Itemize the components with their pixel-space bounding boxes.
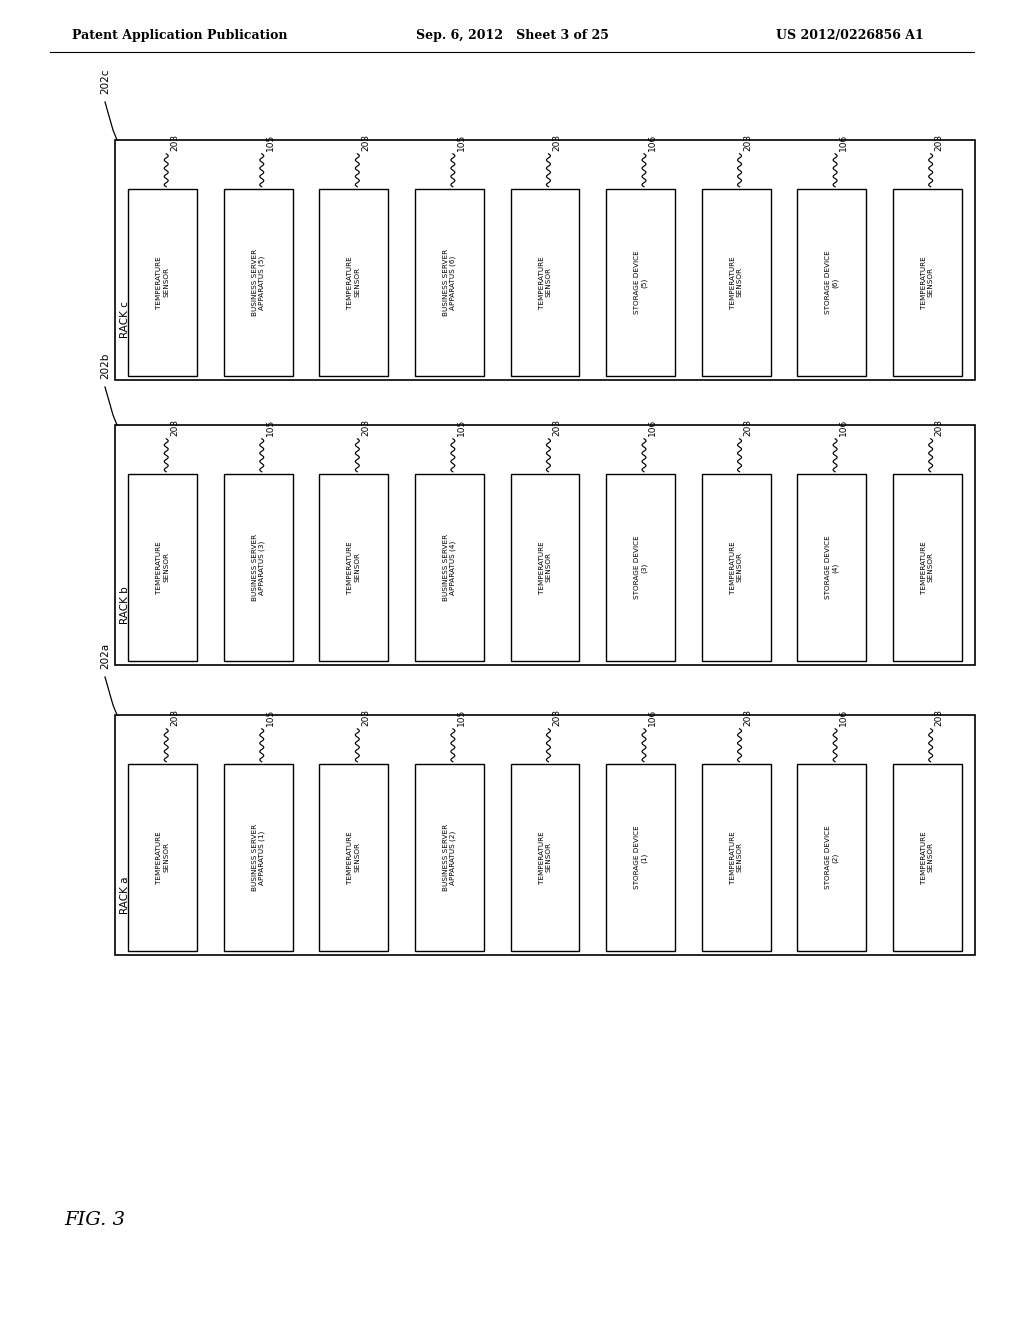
Bar: [128, 189, 198, 376]
Text: FIG. 3: FIG. 3: [65, 1210, 126, 1229]
Text: 203: 203: [552, 133, 561, 150]
Bar: [606, 764, 675, 950]
Text: BUSINESS SERVER
APPARATUS (2): BUSINESS SERVER APPARATUS (2): [442, 824, 457, 891]
Bar: [224, 764, 293, 950]
Text: 203: 203: [361, 418, 371, 436]
Text: TEMPERATURE
SENSOR: TEMPERATURE SENSOR: [347, 832, 360, 884]
Text: 202c: 202c: [100, 69, 110, 94]
Text: BUSINESS SERVER
APPARATUS (1): BUSINESS SERVER APPARATUS (1): [252, 824, 265, 891]
Text: 105: 105: [266, 133, 274, 150]
Bar: [415, 474, 484, 661]
Text: 203: 203: [935, 418, 944, 436]
Text: 203: 203: [743, 709, 753, 726]
Text: TEMPERATURE
SENSOR: TEMPERATURE SENSOR: [730, 541, 742, 594]
Text: STORAGE DEVICE
(5): STORAGE DEVICE (5): [634, 251, 647, 314]
Bar: [115, 425, 975, 665]
Bar: [798, 764, 866, 950]
Bar: [701, 764, 770, 950]
Bar: [319, 189, 388, 376]
Bar: [415, 189, 484, 376]
Text: 106: 106: [839, 133, 848, 150]
Bar: [511, 474, 580, 661]
Text: 203: 203: [935, 133, 944, 150]
Text: TEMPERATURE
SENSOR: TEMPERATURE SENSOR: [347, 541, 360, 594]
Text: TEMPERATURE
SENSOR: TEMPERATURE SENSOR: [730, 256, 742, 309]
Text: TEMPERATURE
SENSOR: TEMPERATURE SENSOR: [921, 832, 934, 884]
Bar: [701, 474, 770, 661]
Bar: [115, 140, 975, 380]
Bar: [606, 189, 675, 376]
Bar: [115, 715, 975, 954]
Text: STORAGE DEVICE
(2): STORAGE DEVICE (2): [825, 825, 839, 890]
Text: 105: 105: [266, 709, 274, 726]
Text: TEMPERATURE
SENSOR: TEMPERATURE SENSOR: [157, 256, 169, 309]
Text: 203: 203: [170, 709, 179, 726]
Text: 106: 106: [648, 133, 657, 150]
Text: BUSINESS SERVER
APPARATUS (6): BUSINESS SERVER APPARATUS (6): [442, 249, 457, 315]
Text: 105: 105: [457, 133, 466, 150]
Text: 203: 203: [552, 418, 561, 436]
Text: 203: 203: [935, 709, 944, 726]
Text: 106: 106: [648, 709, 657, 726]
Text: BUSINESS SERVER
APPARATUS (4): BUSINESS SERVER APPARATUS (4): [442, 533, 457, 601]
Bar: [606, 474, 675, 661]
Text: STORAGE DEVICE
(6): STORAGE DEVICE (6): [825, 251, 839, 314]
Text: TEMPERATURE
SENSOR: TEMPERATURE SENSOR: [539, 541, 552, 594]
Text: 203: 203: [170, 133, 179, 150]
Text: 203: 203: [361, 133, 371, 150]
Text: BUSINESS SERVER
APPARATUS (5): BUSINESS SERVER APPARATUS (5): [252, 249, 265, 315]
Text: TEMPERATURE
SENSOR: TEMPERATURE SENSOR: [347, 256, 360, 309]
Text: 203: 203: [743, 418, 753, 436]
Bar: [798, 189, 866, 376]
Bar: [511, 764, 580, 950]
Text: TEMPERATURE
SENSOR: TEMPERATURE SENSOR: [157, 832, 169, 884]
Text: TEMPERATURE
SENSOR: TEMPERATURE SENSOR: [539, 256, 552, 309]
Text: 106: 106: [839, 709, 848, 726]
Text: BUSINESS SERVER
APPARATUS (3): BUSINESS SERVER APPARATUS (3): [252, 533, 265, 601]
Bar: [893, 764, 962, 950]
Bar: [224, 474, 293, 661]
Text: RACK c: RACK c: [120, 301, 130, 338]
Text: TEMPERATURE
SENSOR: TEMPERATURE SENSOR: [921, 541, 934, 594]
Bar: [701, 189, 770, 376]
Bar: [798, 474, 866, 661]
Text: 105: 105: [457, 418, 466, 436]
Text: STORAGE DEVICE
(3): STORAGE DEVICE (3): [634, 536, 647, 599]
Bar: [319, 764, 388, 950]
Text: Sep. 6, 2012   Sheet 3 of 25: Sep. 6, 2012 Sheet 3 of 25: [416, 29, 608, 41]
Bar: [319, 474, 388, 661]
Text: RACK b: RACK b: [120, 586, 130, 624]
Bar: [224, 189, 293, 376]
Text: TEMPERATURE
SENSOR: TEMPERATURE SENSOR: [730, 832, 742, 884]
Text: 106: 106: [839, 418, 848, 436]
Bar: [128, 764, 198, 950]
Bar: [415, 764, 484, 950]
Text: TEMPERATURE
SENSOR: TEMPERATURE SENSOR: [157, 541, 169, 594]
Text: STORAGE DEVICE
(4): STORAGE DEVICE (4): [825, 536, 839, 599]
Text: RACK a: RACK a: [120, 876, 130, 913]
Bar: [893, 474, 962, 661]
Text: TEMPERATURE
SENSOR: TEMPERATURE SENSOR: [921, 256, 934, 309]
Text: 203: 203: [170, 418, 179, 436]
Text: 105: 105: [266, 418, 274, 436]
Text: 203: 203: [552, 709, 561, 726]
Text: STORAGE DEVICE
(1): STORAGE DEVICE (1): [634, 825, 647, 890]
Bar: [893, 189, 962, 376]
Text: 105: 105: [457, 709, 466, 726]
Text: Patent Application Publication: Patent Application Publication: [73, 29, 288, 41]
Bar: [511, 189, 580, 376]
Bar: [128, 474, 198, 661]
Text: 202b: 202b: [100, 352, 110, 379]
Text: TEMPERATURE
SENSOR: TEMPERATURE SENSOR: [539, 832, 552, 884]
Text: 202a: 202a: [100, 643, 110, 669]
Text: 106: 106: [648, 418, 657, 436]
Text: US 2012/0226856 A1: US 2012/0226856 A1: [776, 29, 924, 41]
Text: 203: 203: [743, 133, 753, 150]
Text: 203: 203: [361, 709, 371, 726]
